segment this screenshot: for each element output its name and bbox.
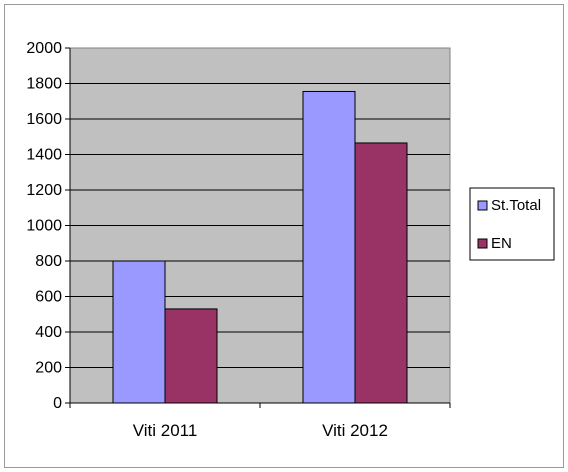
y-axis: 0 200 400 600 800 1000 1200 1400 1600 1800 2000 (26, 40, 71, 412)
x-category-label: Viti 2012 (322, 421, 388, 440)
y-tick-label: 600 (35, 289, 62, 306)
x-axis: Viti 2011 Viti 2012 (69, 402, 451, 440)
y-tick-label: 2000 (26, 40, 62, 57)
bar-en-0 (164, 308, 218, 404)
x-category-label: Viti 2011 (133, 421, 198, 440)
y-tick-label: 800 (35, 253, 62, 270)
y-tick-label: 200 (35, 360, 62, 377)
y-tick-label: 1400 (26, 147, 62, 164)
legend-swatch-st-total (477, 200, 488, 211)
y-tick-label: 1800 (26, 76, 62, 93)
y-tick-label: 400 (35, 324, 62, 341)
legend-label-en: EN (491, 235, 512, 252)
y-tick-label: 1200 (26, 182, 62, 199)
bar-st-total-0 (112, 260, 166, 404)
legend: St.Total EN (469, 187, 555, 261)
legend-label-st-total: St.Total (491, 197, 541, 214)
legend-swatch-en (477, 238, 488, 249)
y-tick-label: 0 (53, 395, 62, 412)
bars (112, 90, 408, 404)
y-tick-label: 1600 (26, 111, 62, 128)
bar-en-1 (354, 142, 408, 404)
y-tick-label: 1000 (26, 218, 62, 235)
bar-st-total-1 (302, 90, 356, 404)
